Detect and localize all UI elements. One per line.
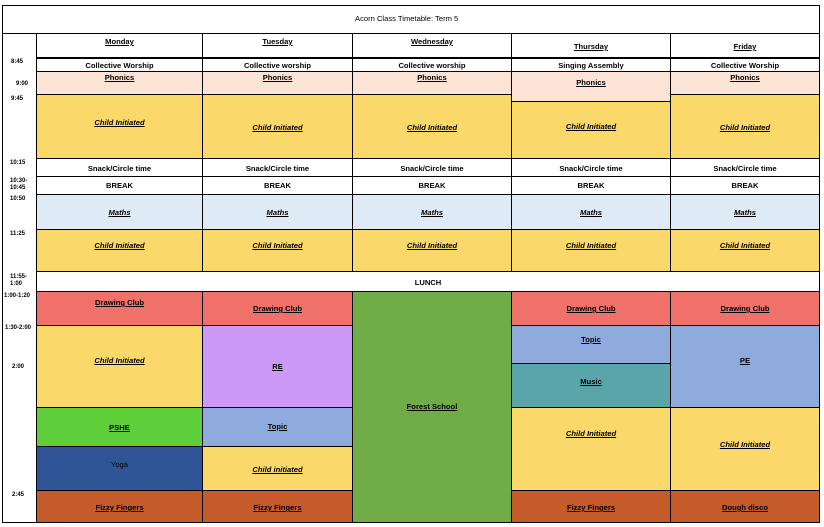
time-label: 11:25 bbox=[10, 231, 26, 237]
child-initiated-friday-pm: Child Initiated bbox=[670, 407, 820, 491]
child-initiated-friday-am: Child Initiated bbox=[670, 94, 820, 159]
time-label: 11:55- 1:00 bbox=[10, 274, 28, 287]
time-label: 1:00-1:20 bbox=[4, 293, 31, 299]
child-initiated-tuesday-mid: Child Initiated bbox=[202, 229, 353, 272]
phonics-thursday: Phonics bbox=[511, 71, 671, 102]
day-header-wednesday: Wednesday bbox=[352, 33, 512, 58]
worship-thursday: Singing Assembly bbox=[511, 58, 671, 72]
snack-friday: Snack/Circle time bbox=[670, 158, 820, 177]
day-header-monday: Monday bbox=[36, 33, 203, 58]
child-initiated-wednesday-mid: Child Initiated bbox=[352, 229, 512, 272]
child-initiated-tuesday-am: Child Initiated bbox=[202, 94, 353, 159]
fizzy-fingers-tuesday: Fizzy Fingers bbox=[202, 490, 353, 523]
worship-wednesday: Collective worship bbox=[352, 58, 512, 72]
maths-monday: Maths bbox=[36, 194, 203, 230]
child-initiated-monday-pm: Child Initiated bbox=[36, 325, 203, 408]
snack-monday: Snack/Circle time bbox=[36, 158, 203, 177]
drawing-club-friday: Drawing Club bbox=[670, 291, 820, 326]
snack-thursday: Snack/Circle time bbox=[511, 158, 671, 177]
break-friday: BREAK bbox=[670, 176, 820, 195]
child-initiated-tuesday-pm: Child initiated bbox=[202, 446, 353, 491]
time-label: 8:45 bbox=[11, 59, 24, 65]
drawing-club-thursday: Drawing Club bbox=[511, 291, 671, 326]
time-label: 9:45 bbox=[11, 96, 24, 102]
maths-tuesday: Maths bbox=[202, 194, 353, 230]
child-initiated-thursday-pm: Child Initiated bbox=[511, 407, 671, 491]
time-label: 2:00 bbox=[12, 364, 25, 370]
day-header-friday: Friday bbox=[670, 33, 820, 58]
forest-school-wednesday: Forest School bbox=[352, 291, 512, 523]
time-label: 1:30-2:00 bbox=[5, 325, 32, 331]
child-initiated-thursday-mid: Child Initiated bbox=[511, 229, 671, 272]
worship-friday: Collective Worship bbox=[670, 58, 820, 72]
dough-disco-friday: Dough disco bbox=[670, 490, 820, 523]
drawing-club-tuesday: Drawing Club bbox=[202, 291, 353, 326]
fizzy-fingers-thursday: Fizzy Fingers bbox=[511, 490, 671, 523]
child-initiated-monday-mid: Child Initiated bbox=[36, 229, 203, 272]
worship-monday: Collective Worship bbox=[36, 58, 203, 72]
topic-thursday: Topic bbox=[511, 325, 671, 364]
snack-tuesday: Snack/Circle time bbox=[202, 158, 353, 177]
timetable-title: Acorn Class Timetable: Term 5 bbox=[2, 5, 820, 34]
phonics-tuesday: Phonics bbox=[202, 71, 353, 95]
phonics-friday: Phonics bbox=[670, 71, 820, 95]
snack-wednesday: Snack/Circle time bbox=[352, 158, 512, 177]
fizzy-fingers-monday: Fizzy Fingers bbox=[36, 490, 203, 523]
break-wednesday: BREAK bbox=[352, 176, 512, 195]
phonics-monday: Phonics bbox=[36, 71, 203, 95]
time-label: 9:00 bbox=[16, 81, 29, 87]
worship-tuesday: Collective worship bbox=[202, 58, 353, 72]
pshe-monday: PSHE bbox=[36, 407, 203, 447]
pe-friday: PE bbox=[670, 325, 820, 408]
day-header-thursday: Thursday bbox=[511, 33, 671, 58]
break-thursday: BREAK bbox=[511, 176, 671, 195]
break-monday: BREAK bbox=[36, 176, 203, 195]
phonics-wednesday: Phonics bbox=[352, 71, 512, 95]
time-label: 10:30- 10:45 bbox=[10, 178, 28, 191]
time-label: 10:50 bbox=[10, 196, 26, 202]
maths-thursday: Maths bbox=[511, 194, 671, 230]
maths-friday: Maths bbox=[670, 194, 820, 230]
break-tuesday: BREAK bbox=[202, 176, 353, 195]
maths-wednesday: Maths bbox=[352, 194, 512, 230]
topic-tuesday: Topic bbox=[202, 407, 353, 447]
lunch-row: LUNCH bbox=[36, 271, 820, 292]
music-thursday: Music bbox=[511, 363, 671, 408]
drawing-club-monday: Drawing Club bbox=[36, 291, 203, 326]
child-initiated-monday-am: Child Initiated bbox=[36, 94, 203, 159]
time-label: 10:15 bbox=[10, 160, 26, 166]
child-initiated-wednesday-am: Child Initiated bbox=[352, 94, 512, 159]
yoga-monday: Yoga bbox=[36, 446, 203, 491]
time-label: 2:45 bbox=[12, 492, 25, 498]
child-initiated-friday-mid: Child Initiated bbox=[670, 229, 820, 272]
day-header-tuesday: Tuesday bbox=[202, 33, 353, 58]
re-tuesday: RE bbox=[202, 325, 353, 408]
child-initiated-thursday-am: Child Initiated bbox=[511, 101, 671, 159]
